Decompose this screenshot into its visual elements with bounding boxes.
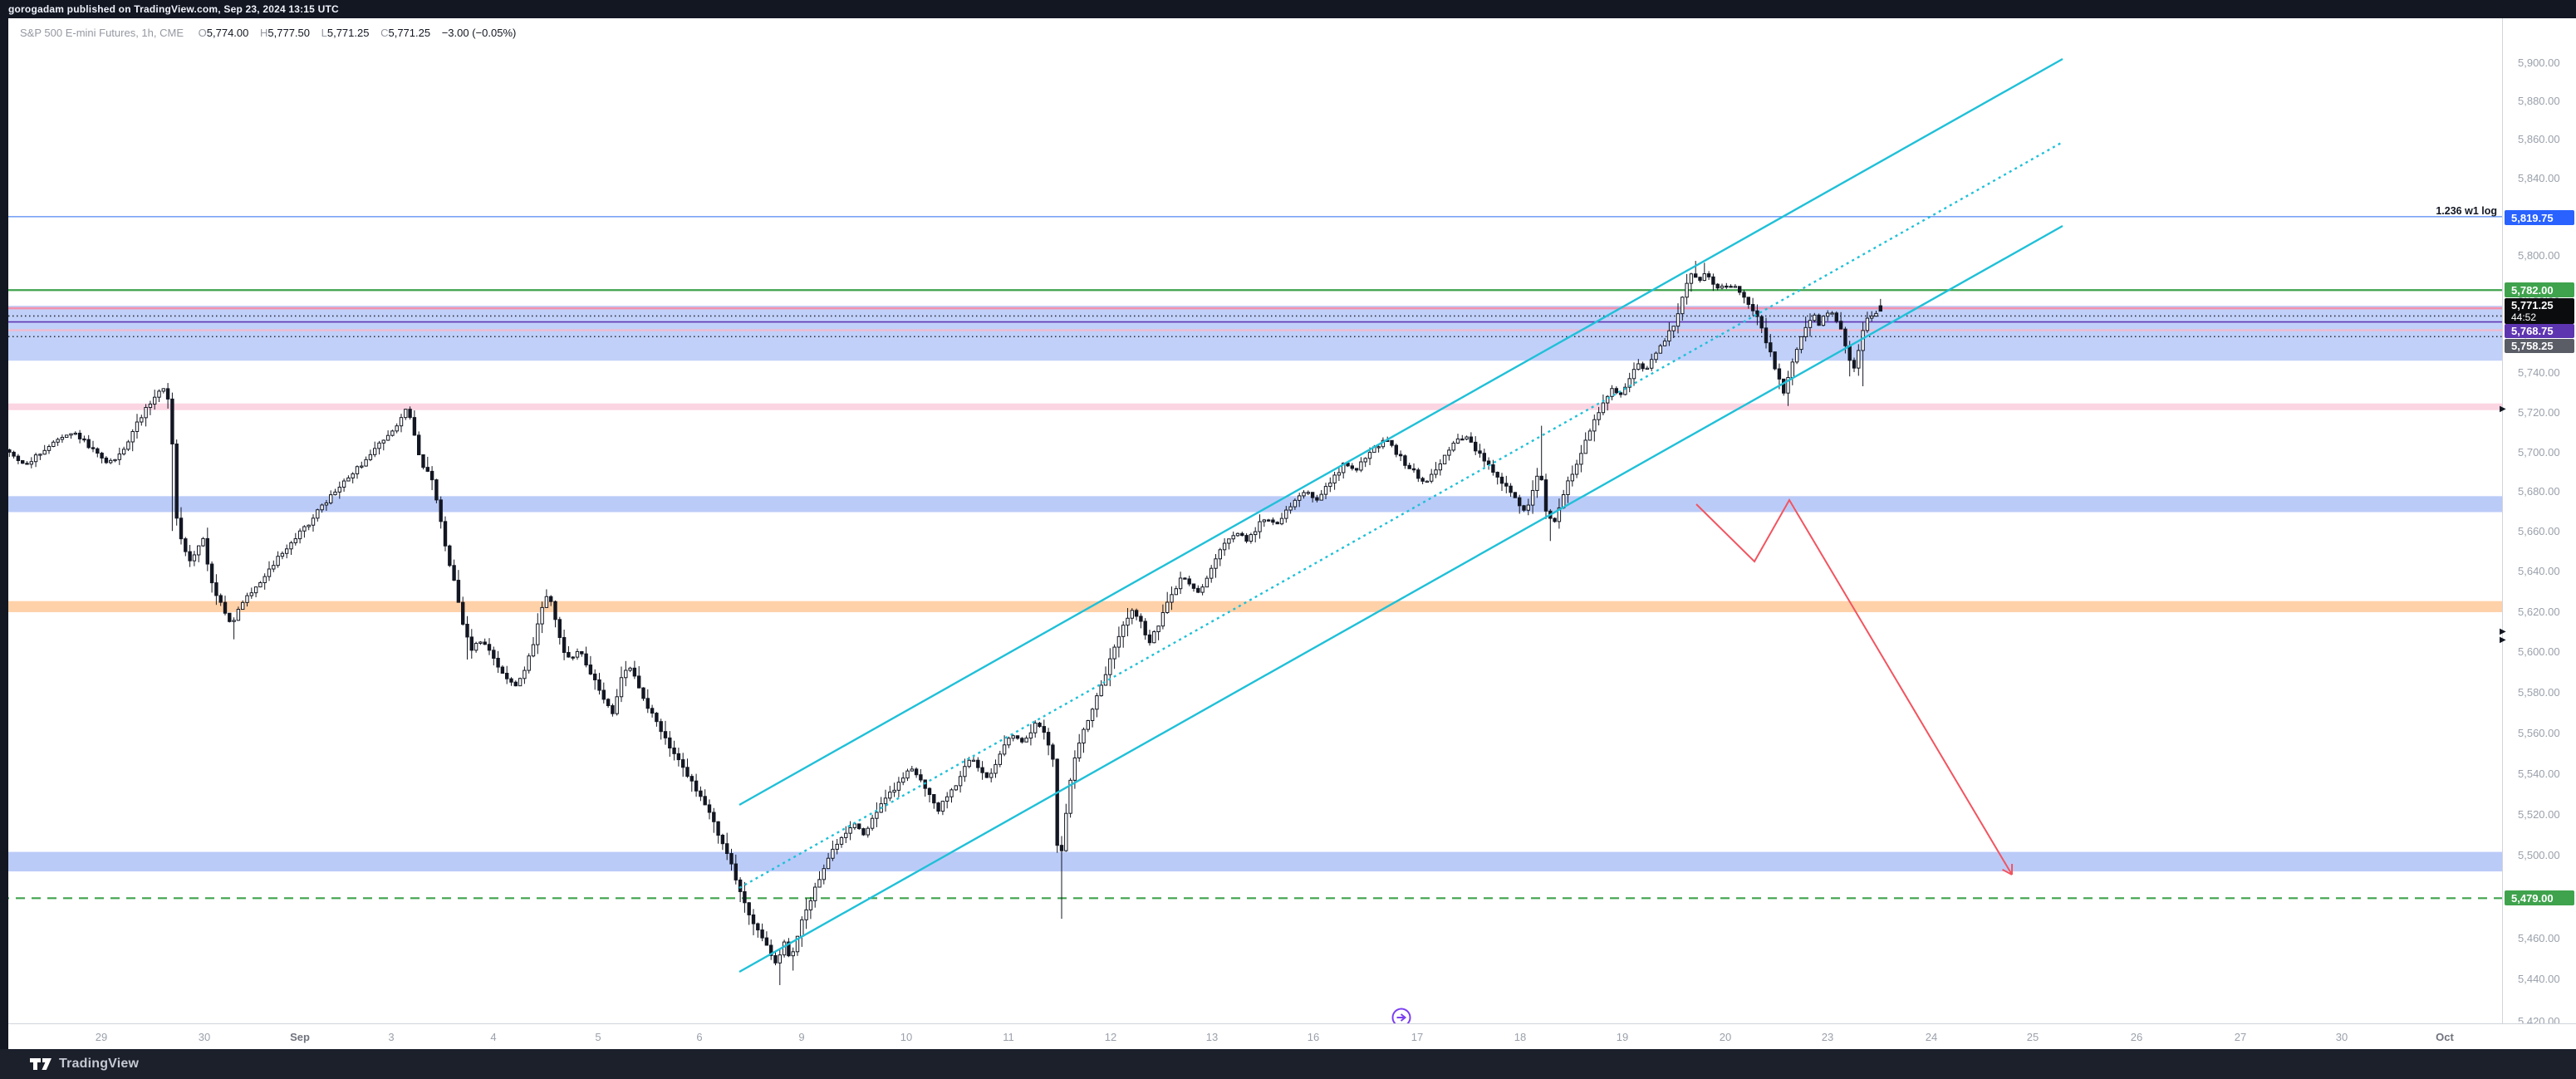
publish-info-bar: gorogadam published on TradingView.com, … <box>0 0 2576 18</box>
middle-blue-zone[interactable] <box>0 496 2502 513</box>
date-tick: 6 <box>696 1031 703 1043</box>
low-value: 5,771.25 <box>326 27 370 39</box>
upper-blue-zone[interactable] <box>0 306 2502 361</box>
fib-level-label[interactable]: 5,819.75 <box>2505 210 2574 225</box>
price-tick: 5,560.00 <box>2518 726 2560 739</box>
date-tick: Sep <box>290 1031 310 1043</box>
pink-zone[interactable] <box>0 403 2502 410</box>
lower-blue-zone[interactable] <box>0 851 2502 872</box>
price-axis[interactable]: 5,420.005,440.005,460.005,480.005,500.00… <box>2500 18 2576 1028</box>
date-tick: 29 <box>95 1031 108 1043</box>
date-tick: 27 <box>2234 1031 2247 1043</box>
date-tick: 4 <box>490 1031 497 1043</box>
high-label: H <box>260 27 268 39</box>
price-tick: 5,660.00 <box>2518 525 2560 538</box>
publish-info-text: gorogadam published on TradingView.com, … <box>8 3 339 15</box>
price-tick: 5,520.00 <box>2518 807 2560 821</box>
price-tick: 5,800.00 <box>2518 249 2560 262</box>
price-alert-marker-icon[interactable]: ▶ <box>2500 635 2506 645</box>
price-tick: 5,540.00 <box>2518 767 2560 780</box>
price-tick: 5,600.00 <box>2518 645 2560 659</box>
open-label: O <box>198 27 207 39</box>
price-tick: 5,700.00 <box>2518 445 2560 459</box>
low-label: L <box>321 27 327 39</box>
date-tick: 30 <box>198 1031 211 1043</box>
purple-level-label[interactable]: 5,768.75 <box>2505 323 2574 338</box>
channel-upper-line[interactable] <box>738 57 2063 807</box>
price-tick: 5,580.00 <box>2518 685 2560 699</box>
price-tick: 5,440.00 <box>2518 973 2560 986</box>
price-tick: 5,740.00 <box>2518 366 2560 380</box>
price-alert-marker-icon[interactable]: ▶ <box>2500 627 2506 636</box>
price-alert-marker-icon[interactable]: ▶ <box>2500 405 2506 414</box>
date-tick: 25 <box>2026 1031 2039 1043</box>
price-tick: 5,720.00 <box>2518 405 2560 419</box>
date-tick: 9 <box>798 1031 805 1043</box>
price-tick: 5,500.00 <box>2518 849 2560 862</box>
date-tick: 12 <box>1104 1031 1117 1043</box>
price-tick: 5,620.00 <box>2518 605 2560 618</box>
price-tick: 5,860.00 <box>2518 133 2560 146</box>
price-tick: 5,460.00 <box>2518 931 2560 944</box>
price-tick: 5,680.00 <box>2518 485 2560 498</box>
date-tick: 10 <box>900 1031 913 1043</box>
date-tick: 20 <box>1719 1031 1732 1043</box>
channel-lower-line[interactable] <box>738 224 2063 974</box>
candles <box>8 261 1883 985</box>
channel-middle-dotted-line[interactable] <box>738 140 2063 890</box>
date-tick: 16 <box>1307 1031 1320 1043</box>
date-tick: 26 <box>2130 1031 2143 1043</box>
date-tick: 30 <box>2335 1031 2348 1043</box>
price-tick: 5,900.00 <box>2518 56 2560 69</box>
price-tick: 5,840.00 <box>2518 171 2560 184</box>
high-value: 5,777.50 <box>267 27 310 39</box>
gray-level-label[interactable]: 5,758.25 <box>2505 338 2574 353</box>
green-level-label[interactable]: 5,782.00 <box>2505 282 2574 297</box>
plot-layer <box>0 57 2502 985</box>
symbol-title[interactable]: S&P 500 E-mini Futures, 1h, CME <box>20 27 184 39</box>
close-value: 5,771.25 <box>388 27 431 39</box>
date-tick: 5 <box>595 1031 601 1043</box>
tradingview-logo-icon[interactable] <box>30 1057 52 1071</box>
countdown-timer: 44:52 <box>2511 311 2537 323</box>
date-tick: Oct <box>2436 1031 2454 1043</box>
date-tick: 3 <box>388 1031 395 1043</box>
time-axis[interactable]: 29 30 Sep 3 4 5 6 9 10 11 12 13 16 17 18 19 20 23 24 25 26 27… <box>8 1023 2576 1049</box>
chart-area[interactable]: 1.236 w1 log S&P 500 E-mini Futures, 1h,… <box>0 18 2576 1049</box>
date-tick: 11 <box>1003 1031 1014 1043</box>
support-level-label[interactable]: 5,479.00 <box>2505 890 2574 905</box>
price-tick: 5,640.00 <box>2518 565 2560 578</box>
close-label: C <box>380 27 389 39</box>
tradingview-brand-text[interactable]: TradingView <box>59 1057 140 1071</box>
symbol-legend[interactable]: S&P 500 E-mini Futures, 1h, CME O5,774.0… <box>20 27 516 39</box>
date-tick: 19 <box>1616 1031 1629 1043</box>
orange-zone[interactable] <box>0 601 2502 612</box>
date-tick: 23 <box>1821 1031 1834 1043</box>
date-tick: 18 <box>1514 1031 1527 1043</box>
footer-bar: TradingView <box>0 1049 2576 1079</box>
open-value: 5,774.00 <box>206 27 249 39</box>
last-price-label[interactable]: 5,771.25 44:52 <box>2505 297 2574 324</box>
change-value: −3.00 (−0.05%) <box>441 27 517 39</box>
date-tick: 24 <box>1925 1031 1938 1043</box>
date-tick: 17 <box>1411 1031 1424 1043</box>
red-projection-path[interactable] <box>1695 498 2013 875</box>
price-tick: 5,880.00 <box>2518 94 2560 107</box>
date-tick: 13 <box>1205 1031 1219 1043</box>
fib-note-label[interactable]: 1.236 w1 log <box>2436 205 2497 217</box>
jump-to-bar-icon[interactable] <box>1391 1008 1411 1028</box>
